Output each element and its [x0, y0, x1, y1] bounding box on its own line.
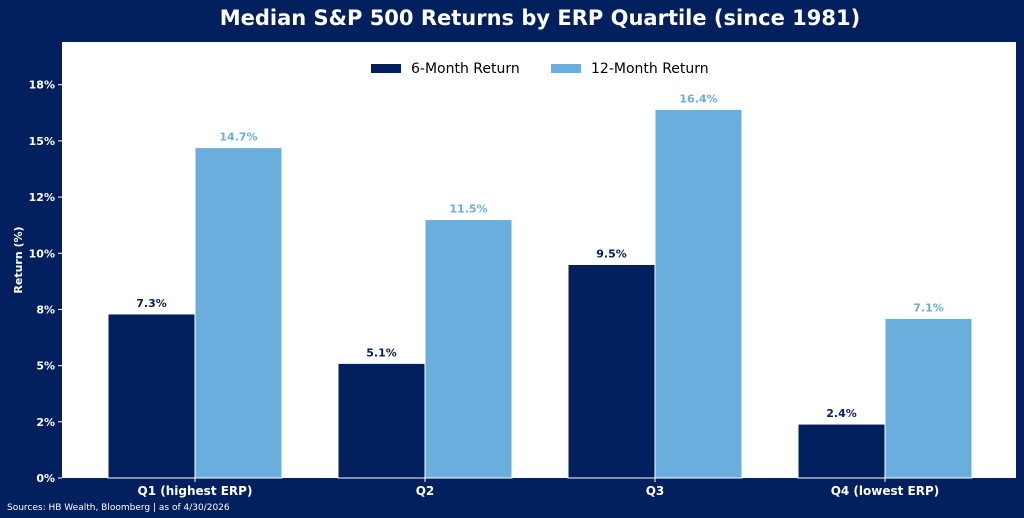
- y-tick-label: 5%: [36, 360, 55, 373]
- legend-swatch-6-month: [371, 64, 401, 73]
- bar-6-month-q2: [337, 362, 426, 479]
- bar-12-month-q2: [424, 219, 513, 479]
- x-tick-label-q4: Q4 (lowest ERP): [831, 484, 940, 498]
- data-label-6-month-q4: 2.4%: [826, 407, 857, 420]
- y-tick-label: 8%: [36, 303, 55, 316]
- y-tick-label: 12%: [29, 191, 55, 204]
- data-label-12-month-q3: 16.4%: [679, 92, 717, 105]
- data-labels-layer: 7.3% 14.7% 5.1% 11.5% 9.5% 16.4% 2.4% 7.1%: [136, 92, 944, 420]
- x-axis: Q1 (highest ERP) Q2 Q3 Q4 (lowest ERP): [138, 478, 940, 498]
- legend: 6-Month Return 12-Month Return: [371, 61, 709, 77]
- y-tick-label: 2%: [36, 416, 55, 429]
- data-label-12-month-q2: 11.5%: [449, 203, 487, 216]
- y-axis-title: Return (%): [12, 226, 25, 293]
- legend-label-12-month: 12-Month Return: [591, 61, 709, 77]
- data-label-12-month-q4: 7.1%: [913, 301, 944, 314]
- y-tick-label: 0%: [36, 472, 55, 485]
- legend-label-6-month: 6-Month Return: [411, 61, 520, 77]
- x-tick-label-q3: Q3: [646, 484, 665, 498]
- y-tick-label: 15%: [29, 135, 55, 148]
- data-label-6-month-q1: 7.3%: [136, 297, 167, 310]
- bar-6-month-q4: [797, 423, 886, 479]
- x-tick-label-q1: Q1 (highest ERP): [138, 484, 253, 498]
- data-label-12-month-q1: 14.7%: [219, 131, 257, 144]
- bar-6-month-q3: [567, 263, 656, 479]
- y-tick-label: 10%: [29, 247, 55, 260]
- bar-12-month-q1: [194, 147, 283, 479]
- bar-12-month-q3: [654, 108, 743, 479]
- bars-layer: [107, 108, 973, 479]
- bar-6-month-q1: [107, 313, 196, 479]
- y-tick-label: 18%: [29, 79, 55, 92]
- chart-title: Median S&P 500 Returns by ERP Quartile (…: [220, 6, 860, 30]
- data-label-6-month-q2: 5.1%: [366, 346, 397, 359]
- legend-swatch-12-month: [551, 64, 581, 73]
- bar-12-month-q4: [884, 317, 973, 479]
- data-label-6-month-q3: 9.5%: [596, 247, 627, 260]
- source-note: Sources: HB Wealth, Bloomberg | as of 4/…: [7, 503, 230, 513]
- x-tick-label-q2: Q2: [416, 484, 435, 498]
- y-axis: 0% 2% 5% 8% 10% 12% 15% 18%: [29, 79, 62, 485]
